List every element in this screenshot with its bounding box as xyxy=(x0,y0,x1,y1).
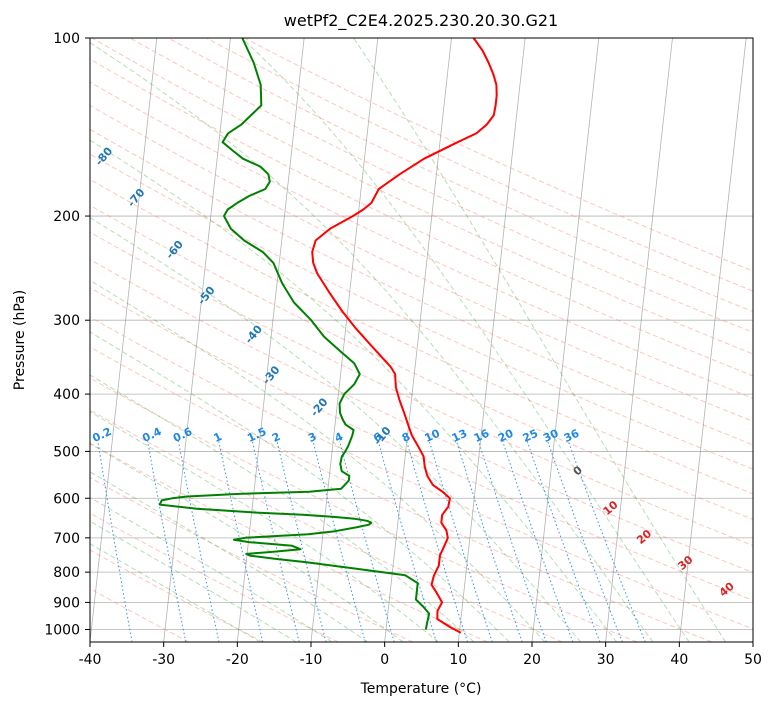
temperature-profile-line xyxy=(311,38,498,634)
moist-adiabat-line xyxy=(90,471,368,642)
axes-layer: -40 -30 -20 -10 0 10 20 30 40 50 1000 900 800 700 600 5… xyxy=(44,31,762,668)
y-tick-label: 700 xyxy=(53,531,80,547)
mixing-ratio-line xyxy=(276,440,327,642)
y-tick-label: 100 xyxy=(53,31,80,47)
plot-frame xyxy=(89,37,754,643)
x-tick-label: -30 xyxy=(152,652,175,668)
mixing-ratio-label: 0.1 xyxy=(44,425,67,445)
isotherm-line xyxy=(0,38,9,642)
y-tick-label: 200 xyxy=(53,209,80,225)
x-tick-label: 30 xyxy=(597,652,615,668)
dry-adiabat-line xyxy=(90,81,753,399)
dry-adiabat-line xyxy=(90,104,753,422)
line-label-layer: 0.1 0.2 0.4 0.6 1 1.5 2 3 4 6 8 10 13 16 20 25 30 3601020… xyxy=(12,45,737,599)
mixing-ratio-label: 13 xyxy=(450,427,469,445)
dewpoint-profile-line xyxy=(158,38,431,630)
moist-adiabat-line xyxy=(90,42,654,642)
moist-adiabat-line xyxy=(90,411,439,642)
mixing-ratio-line xyxy=(251,440,300,642)
mixing-ratio-line xyxy=(502,440,574,642)
mixing-ratio-line xyxy=(312,440,366,642)
y-tick-label: 300 xyxy=(53,313,80,329)
mixing-ratio-line xyxy=(218,440,264,642)
plot-background xyxy=(90,38,753,642)
dry-adiabat-line xyxy=(90,58,753,377)
x-axis-label: Temperature (°C) xyxy=(360,681,482,697)
moist-adiabat-line xyxy=(90,443,404,642)
isotherm-line xyxy=(678,38,747,642)
chart-title: wetPf2_C2E4.2025.230.20.30.G21 xyxy=(284,11,558,31)
mixing-ratio-label: 10 xyxy=(423,427,443,445)
dry-adiabat-line xyxy=(90,346,712,642)
moist-adiabat-label: -90 xyxy=(38,101,61,125)
x-tick-label: 50 xyxy=(744,652,762,668)
dry-adiabat-line xyxy=(90,409,563,642)
isotherm-line xyxy=(457,38,526,642)
x-tick-label: 20 xyxy=(523,652,541,668)
mixing-ratio-line xyxy=(406,440,468,642)
y-tick-label: 500 xyxy=(53,444,80,460)
x-tick-label: -10 xyxy=(300,652,323,668)
mixing-ratio-line xyxy=(147,440,187,642)
moist-adiabat-label: -100 xyxy=(12,45,40,75)
dry-adiabat-line xyxy=(90,204,753,520)
y-tick-label: 1000 xyxy=(44,622,80,638)
y-tick-label: 400 xyxy=(53,387,80,403)
isotherm-line xyxy=(310,38,379,642)
y-tick-label: 900 xyxy=(53,595,80,611)
isotherm-line xyxy=(163,38,231,642)
isotherm-line xyxy=(90,38,158,642)
dry-adiabat-line xyxy=(90,178,753,495)
dry-adiabat-line xyxy=(90,377,638,642)
y-axis-label: Pressure (hPa) xyxy=(12,290,28,390)
dry-adiabat-line xyxy=(91,38,753,355)
isotherm-line xyxy=(384,38,452,642)
x-tick-label: 0 xyxy=(380,652,389,668)
moist-adiabat-line xyxy=(353,38,727,642)
mixing-ratio-line xyxy=(526,440,601,642)
moist-adiabat-line xyxy=(90,543,261,642)
mixing-ratio-line xyxy=(97,440,133,642)
moist-adiabat-line xyxy=(90,520,297,642)
x-tick-label: -20 xyxy=(226,652,249,668)
series-layer xyxy=(158,38,498,634)
mixing-ratio-line xyxy=(339,440,395,642)
moist-adiabat-line xyxy=(90,374,475,642)
dry-adiabat-line xyxy=(90,316,753,630)
x-tick-label: 40 xyxy=(670,652,688,668)
y-tick-label: 800 xyxy=(53,565,80,581)
grid-layer xyxy=(0,38,753,642)
mixing-ratio-label: 25 xyxy=(521,427,540,445)
mixing-ratio-label: 16 xyxy=(472,427,492,445)
x-tick-label: 10 xyxy=(449,652,467,668)
isotherm-line xyxy=(605,38,673,642)
isotherm-line xyxy=(531,38,600,642)
moist-adiabat-line xyxy=(90,279,546,642)
mixing-ratio-label: 30 xyxy=(541,427,561,445)
mixing-ratio-label: 36 xyxy=(562,427,582,445)
dry-adiabat-line xyxy=(206,38,753,292)
dry-adiabat-line xyxy=(90,476,414,642)
dry-adiabat-line xyxy=(90,259,753,574)
x-tick-label: -40 xyxy=(79,652,102,668)
dry-adiabat-line xyxy=(90,442,488,642)
mixing-ratio-line xyxy=(547,440,623,642)
dry-adiabat-line xyxy=(90,128,753,446)
y-tick-label: 600 xyxy=(53,491,80,507)
moist-adiabat-line xyxy=(241,38,690,642)
moist-adiabat-line xyxy=(90,331,510,642)
isotherm-line xyxy=(752,638,753,642)
mixing-ratio-label: 20 xyxy=(496,427,516,445)
dry-adiabat-line xyxy=(244,38,753,272)
mixing-ratio-line xyxy=(177,440,220,642)
dry-adiabat-line xyxy=(90,231,753,547)
